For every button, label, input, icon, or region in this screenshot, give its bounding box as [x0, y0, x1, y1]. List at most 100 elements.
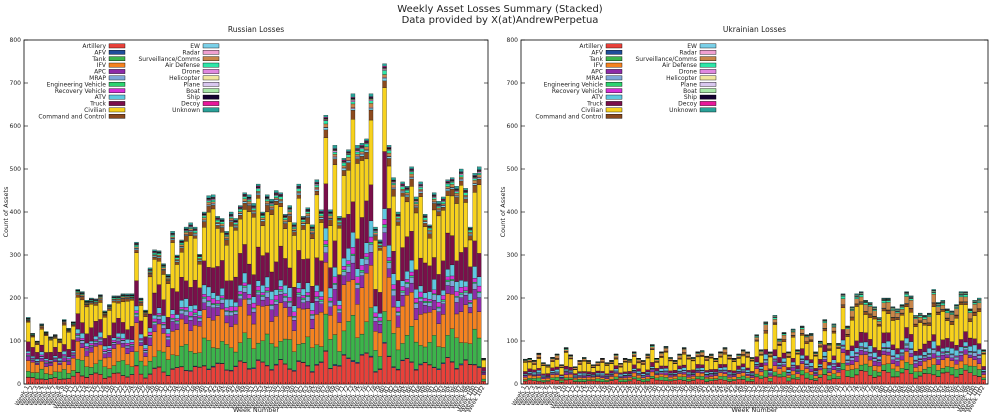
russian-bar-segment-mrap	[450, 280, 455, 287]
russian-bar-segment-unknown	[26, 317, 31, 319]
ukrainian-bar-segment-surveillance-comms	[568, 356, 573, 359]
russian-bar-segment-civilian	[39, 329, 44, 346]
ukrainian-bar-segment-surveillance-comms	[827, 345, 832, 349]
russian-bar-segment-engineering-vehicle	[256, 290, 261, 293]
ukrainian-bar-segment-truck	[940, 339, 946, 349]
russian-bar-segment-mrap	[386, 262, 392, 269]
russian-bar-segment-command-and-control	[314, 190, 320, 196]
russian-bar-segment-tank	[206, 340, 211, 370]
russian-bar-segment-tank	[450, 328, 455, 362]
ukrainian-bar-segment-tank	[659, 376, 664, 381]
russian-bar-segment-air-defense	[242, 196, 247, 199]
ukrainian-bar-segment-apc	[695, 371, 700, 373]
ukrainian-bar-segment-tank	[795, 377, 800, 380]
ukrainian-bar-segment-surveillance-comms	[904, 296, 909, 304]
russian-bar-segment-air-defense	[296, 188, 301, 192]
ukrainian-bar-segment-civilian	[745, 357, 750, 369]
ukrainian-bar-segment-ifv	[645, 376, 650, 380]
ukrainian-bar-segment-truck	[632, 364, 637, 369]
ukrainian-bar-segment-apc	[804, 366, 809, 369]
ukrainian-bar-segment-tank	[913, 371, 918, 379]
ukrainian-bar-segment-tank	[931, 364, 936, 375]
russian-legend-label: Boat	[186, 88, 200, 95]
ukrainian-bar-segment-command-and-control	[881, 308, 887, 312]
ukrainian-bar-segment-air-defense	[967, 310, 973, 313]
ukrainian-bar-segment-command-and-control	[904, 303, 909, 307]
russian-bar-segment-truck	[197, 287, 202, 311]
ukrainian-bar-segment-atv	[772, 355, 778, 359]
ukrainian-bar-segment-apc	[958, 355, 964, 362]
ukrainian-bar-segment-apc	[700, 371, 705, 374]
russian-bar-segment-truck	[450, 235, 455, 266]
russian-bar-segment-recovery-vehicle	[346, 260, 351, 265]
ukrainian-bar-segment-apc	[936, 359, 941, 365]
ukrainian-bar-segment-command-and-control	[554, 358, 560, 360]
russian-bar-segment-mrap	[251, 308, 256, 313]
ukrainian-bar-segment-atv	[886, 340, 891, 348]
russian-legend-swatch	[202, 107, 220, 113]
russian-legend-swatch	[108, 69, 126, 74]
russian-bar-segment-apc	[188, 320, 193, 331]
russian-bar-segment-command-and-control	[274, 200, 279, 205]
ukrainian-bar-segment-tank	[918, 371, 923, 377]
ukrainian-bar-segment-truck	[877, 350, 882, 357]
ukrainian-bar-segment-ifv	[559, 379, 564, 381]
russian-bar-segment-tank	[134, 351, 139, 366]
ukrainian-bar-segment-civilian	[827, 350, 832, 363]
russian-bar-segment-recovery-vehicle	[62, 354, 67, 357]
ukrainian-bar-segment-tank	[695, 376, 700, 380]
ukrainian-bar-segment-mrap	[963, 347, 968, 350]
ukrainian-bar-segment-civilian	[750, 361, 755, 372]
russian-bar-segment-air-defense	[233, 222, 238, 225]
russian-bar-segment-air-defense	[224, 235, 229, 237]
russian-bar-segment-tank	[391, 333, 396, 367]
ukrainian-bar-segment-artillery	[840, 369, 846, 385]
russian-bar-segment-tank	[39, 368, 44, 380]
ukrainian-bar-segment-ifv	[859, 354, 864, 366]
ukrainian-bar-segment-ifv	[836, 372, 841, 377]
ukrainian-bar-segment-ifv	[958, 360, 964, 369]
russian-bar-segment-apc	[138, 342, 144, 346]
russian-bar-segment-civilian	[71, 326, 76, 340]
russian-bar-segment-artillery	[260, 362, 265, 385]
ukrainian-y-tick-label: 500	[507, 166, 519, 173]
russian-bar-segment-truck	[481, 367, 486, 372]
ukrainian-bar-segment-tank	[627, 379, 632, 382]
russian-bar-segment-engineering-vehicle	[201, 296, 207, 299]
ukrainian-bar-segment-apc	[886, 351, 891, 356]
ukrainian-bar-segment-truck	[786, 367, 791, 370]
russian-bar-segment-radar	[355, 156, 360, 158]
ukrainian-bar-segment-ifv	[722, 373, 728, 377]
russian-bar-segment-ifv	[337, 322, 342, 352]
ukrainian-bar-segment-mrap	[931, 349, 936, 354]
russian-bar-segment-tank	[459, 342, 464, 364]
russian-bar-segment-mrap	[301, 299, 306, 303]
russian-bar-segment-ifv	[224, 322, 229, 345]
russian-bar-segment-air-defense	[301, 219, 306, 222]
russian-bar-segment-engineering-vehicle	[472, 281, 477, 284]
ukrainian-bar-segment-apc	[668, 375, 673, 378]
russian-bar-segment-mrap	[477, 292, 482, 298]
russian-bar-segment-ew	[152, 255, 157, 258]
russian-bar-segment-civilian	[260, 225, 265, 256]
ukrainian-bar-segment-atv	[831, 359, 837, 364]
ukrainian-bar-segment-atv	[981, 369, 986, 372]
russian-bar-segment-artillery	[197, 367, 202, 385]
russian-bar-segment-tank	[468, 343, 473, 365]
ukrainian-bar-segment-civilian	[908, 312, 914, 335]
russian-legend-label: Tank	[91, 56, 106, 63]
russian-bar-segment-ifv	[174, 329, 180, 356]
ukrainian-bar-segment-surveillance-comms	[736, 355, 741, 358]
russian-bar-segment-artillery	[395, 369, 401, 385]
russian-bar-segment-mrap	[147, 335, 153, 339]
russian-bar-segment-mrap	[134, 314, 139, 317]
russian-bar-segment-tank	[319, 346, 324, 362]
russian-bar-segment-recovery-vehicle	[183, 307, 189, 311]
russian-bar-segment-engineering-vehicle	[391, 289, 396, 291]
russian-bar-segment-surveillance-comms	[75, 292, 81, 294]
russian-bar-segment-drone	[355, 150, 360, 153]
ukrainian-bar-segment-civilian	[881, 310, 887, 334]
ukrainian-bar-segment-ifv	[573, 377, 578, 381]
russian-bar-segment-truck	[192, 279, 198, 306]
ukrainian-bar-segment-command-and-control	[768, 355, 773, 358]
